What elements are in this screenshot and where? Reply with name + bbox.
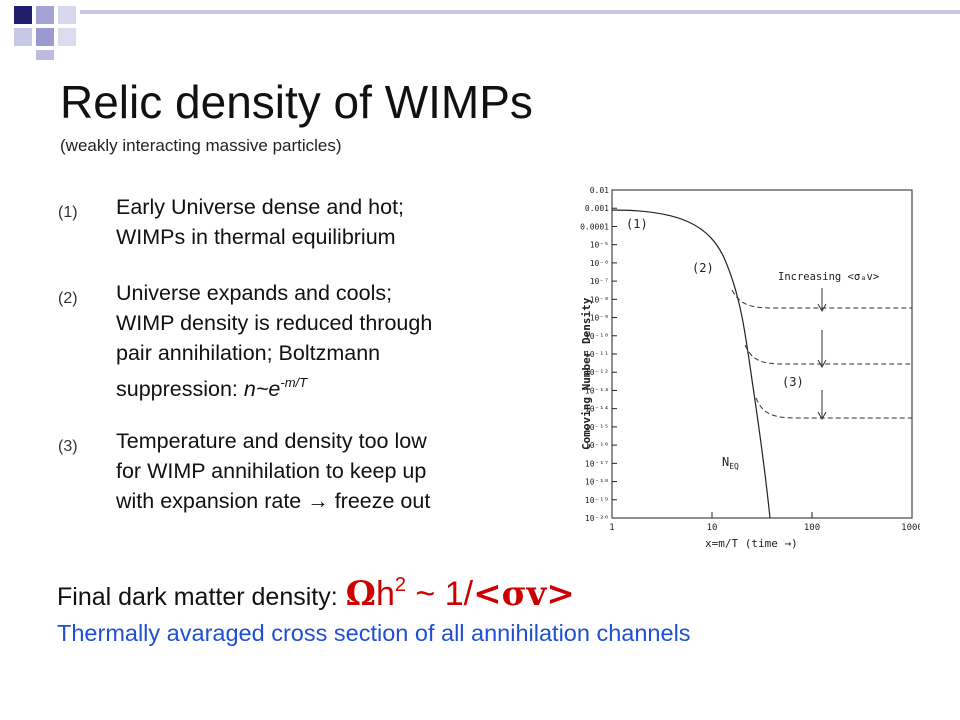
item-text: Universe expands and cools;	[116, 281, 393, 305]
y-tick-label: 10⁻⁹	[590, 314, 609, 323]
final-label: Final dark matter density:	[57, 583, 338, 611]
final-density: Final dark matter density: Ωh2 ~ 1/<σv>	[57, 574, 575, 614]
item-text: WIMPs in thermal equilibrium	[116, 225, 396, 249]
item-text: pair annihilation; Boltzmann	[116, 341, 381, 365]
y-tick-label: 10⁻¹⁴	[585, 405, 609, 414]
x-tick-group: 1 10 100 1000	[609, 512, 920, 533]
x-tick-label: 1000	[901, 523, 920, 533]
list-item: (3) Temperature and density too low for …	[58, 426, 430, 516]
y-tick-label: 10⁻⁶	[590, 259, 609, 268]
corner-decoration	[0, 0, 960, 60]
y-tick-label: 10⁻⁸	[590, 295, 609, 304]
y-tick-label: 10⁻¹⁷	[585, 459, 609, 468]
item-text: with expansion rate → freeze out	[116, 489, 431, 513]
increasing-arrows	[817, 288, 827, 421]
y-tick-label: 10⁻⁷	[590, 277, 609, 286]
item-text: WIMP density is reduced through	[116, 311, 433, 335]
y-axis-label: Comoving Number Density	[580, 297, 593, 450]
x-tick-label: 1	[609, 523, 614, 533]
x-tick-label: 10	[707, 523, 718, 533]
freeze-out-curve-3	[755, 397, 912, 419]
y-tick-label: 10⁻¹²	[585, 368, 609, 377]
item-text: Early Universe dense and hot;	[116, 195, 405, 219]
y-tick-label: 0.0001	[580, 222, 609, 231]
y-tick-label: 0.01	[590, 186, 609, 195]
item-text-with-math: suppression: n~e-m/T	[116, 375, 308, 401]
x-axis-label: x=m/T (time →)	[705, 537, 798, 550]
boltzmann-formula: n~e	[243, 377, 281, 401]
boltzmann-exponent: -m/T	[280, 375, 308, 390]
y-tick-label: 10⁻¹⁸	[585, 478, 609, 487]
neq-label: NEQ	[722, 455, 739, 471]
y-tick-label: 10⁻¹⁵	[585, 423, 609, 432]
curve-label-3: (3)	[782, 375, 804, 389]
item-number: (1)	[58, 204, 78, 221]
item-number: (3)	[58, 438, 78, 455]
curve-label-2: (2)	[692, 261, 714, 275]
item-text: for WIMP annihilation to keep up	[116, 459, 427, 483]
y-tick-label: 10⁻¹³	[585, 386, 609, 395]
y-tick-label: 10⁻¹⁹	[585, 496, 609, 505]
y-tick-label: 0.001	[585, 204, 609, 213]
slide-subtitle: (weakly interacting massive particles)	[60, 136, 342, 155]
plot-frame	[611, 189, 913, 519]
relic-formula: Ωh2 ~ 1/<σv>	[345, 574, 575, 614]
freeze-out-curve-2	[744, 344, 912, 365]
list-item: (1) Early Universe dense and hot; WIMPs …	[58, 192, 404, 252]
y-tick-label: 10⁻¹¹	[585, 350, 609, 359]
y-tick-label: 10⁻¹⁰	[585, 332, 609, 341]
x-tick-label: 100	[804, 523, 820, 533]
item-text: Temperature and density too low	[116, 429, 427, 453]
y-tick-label: 10⁻¹⁶	[585, 441, 609, 450]
list-item: (2) Universe expands and cools; WIMP den…	[58, 278, 432, 404]
increasing-label: Increasing <σₐv>	[778, 271, 879, 283]
curve-label-1: (1)	[626, 217, 648, 231]
cross-section-note: Thermally avaraged cross section of all …	[57, 620, 691, 646]
y-tick-label: 10⁻²⁰	[585, 514, 609, 523]
y-tick-group: 0.01 0.001 0.0001 10⁻⁵ 10⁻⁶ 10⁻⁷ 10⁻⁸ 10⁻⁹ 10⁻¹⁰…	[580, 186, 617, 523]
relic-density-figure: 0.01 0.001 0.0001 10⁻⁵ 10⁻⁶ 10⁻⁷ 10⁻⁸ 10⁻⁹ 10⁻¹⁰…	[580, 186, 920, 550]
item-number: (2)	[58, 290, 78, 307]
equilibrium-curve	[611, 209, 771, 519]
y-tick-label: 10⁻⁵	[590, 241, 609, 250]
freeze-out-curve-1	[731, 289, 912, 309]
slide-title: Relic density of WIMPs	[60, 76, 533, 128]
